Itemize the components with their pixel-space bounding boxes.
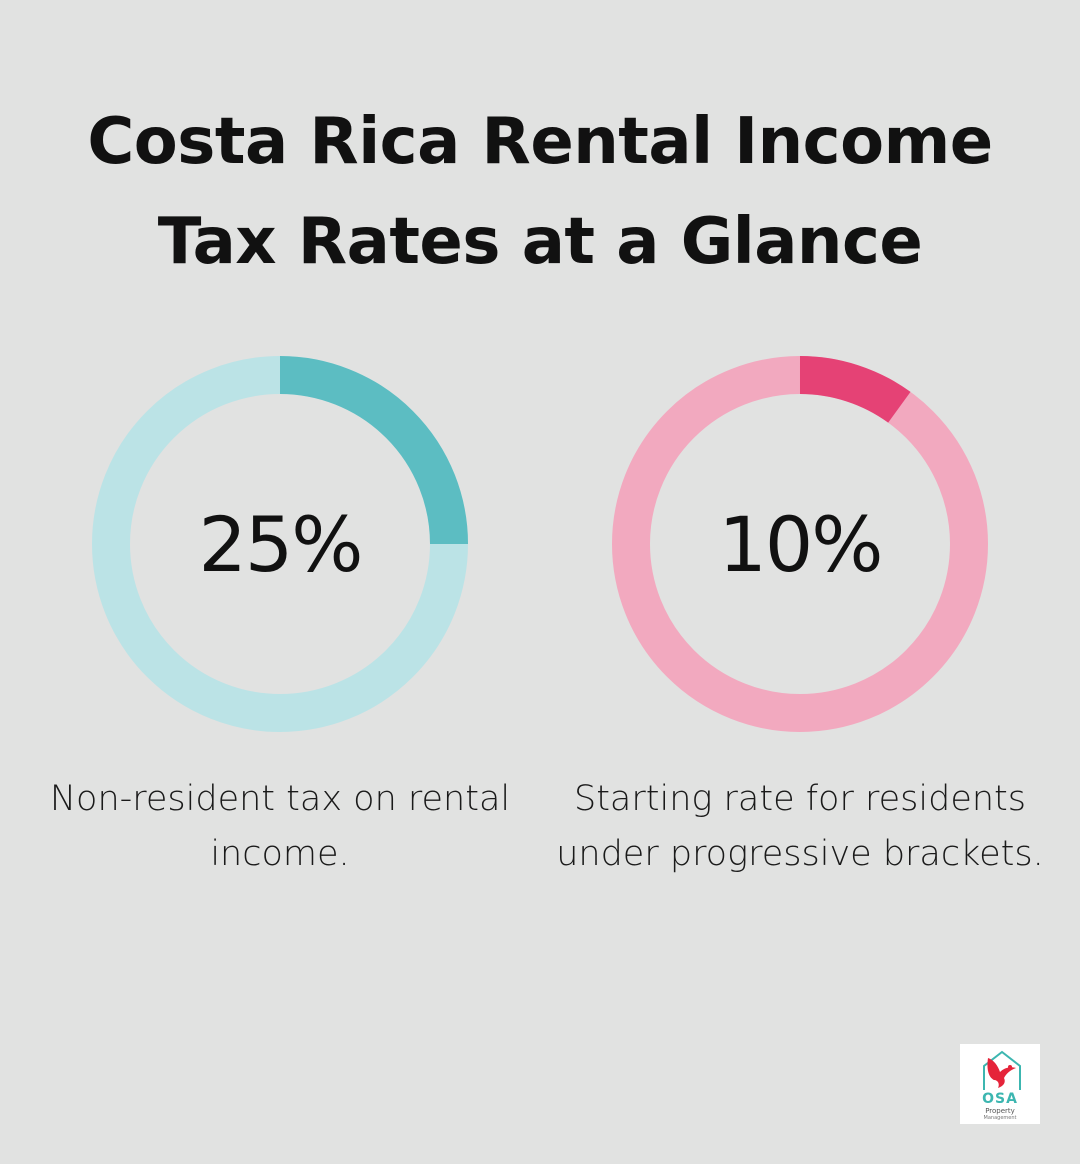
caption-resident: Starting rate for residents under progre… — [556, 779, 1044, 874]
title-line-1: Costa Rica Rental Income — [87, 105, 993, 179]
logo-text: OSA — [982, 1091, 1018, 1107]
title-line-2: Tax Rates at a Glance — [157, 205, 923, 279]
donut-arc-resident — [799, 356, 911, 423]
page-title: Costa Rica Rental Income Tax Rates at a … — [40, 92, 1040, 292]
bird-house-icon — [983, 1050, 1021, 1090]
donut-value-non-resident: 25% — [198, 499, 364, 589]
caption-non-resident: Non-resident tax on rental income. — [49, 779, 511, 874]
donut-chart-resident: 10% — [610, 354, 990, 734]
donut-chart-non-resident: 25% — [90, 354, 470, 734]
logo-tagline: Management — [983, 1115, 1017, 1121]
donut-arc-non-resident — [279, 356, 468, 545]
donut-svg-resident — [612, 356, 988, 732]
donut-svg-non-resident — [92, 356, 468, 732]
donut-value-resident: 10% — [718, 499, 884, 589]
logo-subtitle: Property — [985, 1107, 1015, 1115]
osa-logo: OSA Property Management — [960, 1044, 1040, 1124]
